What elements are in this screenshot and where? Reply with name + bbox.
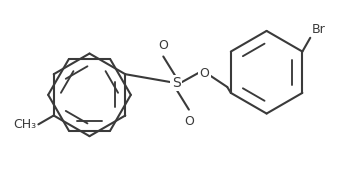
- Text: O: O: [184, 115, 194, 127]
- Text: Br: Br: [312, 23, 326, 36]
- Text: CH₃: CH₃: [13, 118, 37, 131]
- Text: O: O: [158, 39, 168, 52]
- Text: O: O: [200, 67, 210, 80]
- Text: S: S: [172, 76, 180, 90]
